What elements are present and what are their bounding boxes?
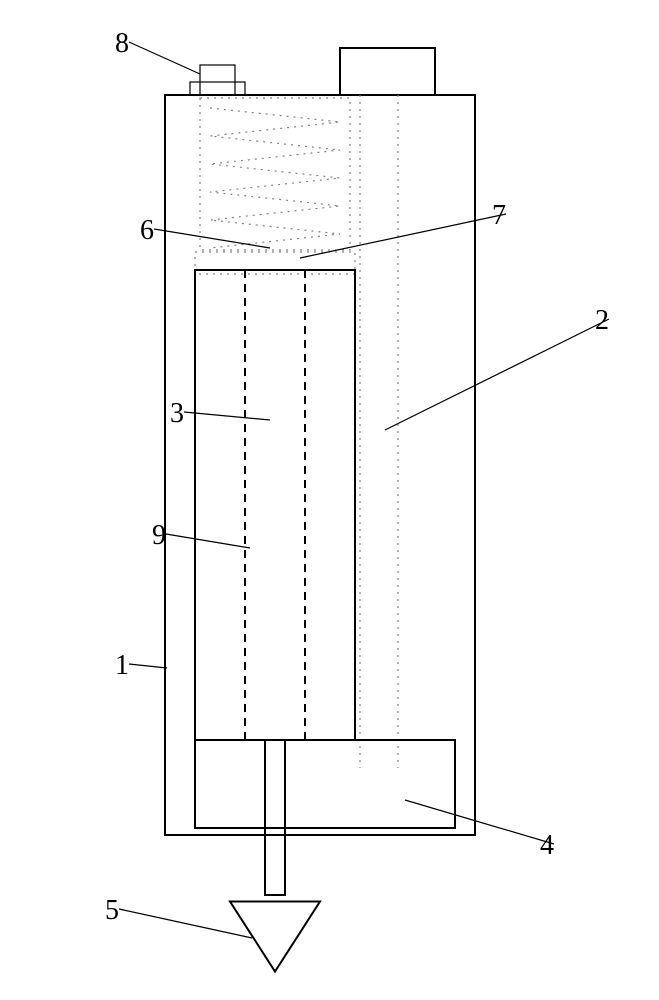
callout-2: 2: [595, 305, 610, 337]
callout-5: 5: [105, 895, 120, 927]
callout-9: 9: [152, 520, 167, 552]
callout-4: 4: [540, 830, 555, 862]
callout-3: 3: [170, 398, 185, 430]
technical-diagram: [0, 0, 659, 1000]
callout-7: 7: [492, 200, 507, 232]
callout-6: 6: [140, 215, 155, 247]
callout-8: 8: [115, 28, 130, 60]
callout-1: 1: [115, 650, 130, 682]
